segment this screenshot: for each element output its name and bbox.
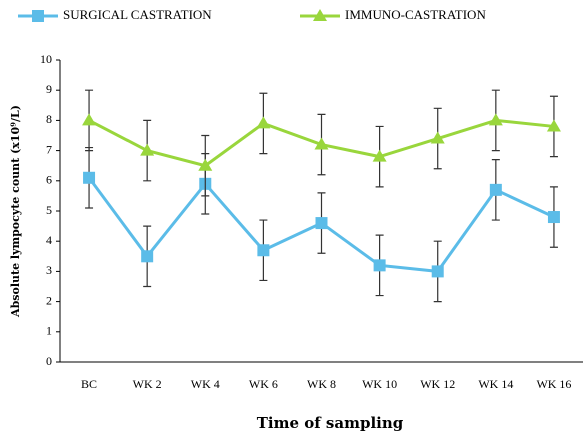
legend-label: SURGICAL CASTRATION: [63, 7, 212, 22]
point: [431, 265, 444, 278]
point: [140, 143, 155, 156]
y-tick-label: 1: [46, 324, 52, 338]
point: [141, 250, 154, 263]
y-tick-label: 8: [46, 112, 52, 126]
point: [83, 171, 96, 184]
y-tick-label: 3: [46, 263, 52, 277]
y-tick-label: 10: [40, 52, 52, 66]
point: [315, 217, 328, 230]
y-tick-label: 9: [46, 82, 52, 96]
x-tick-label: WK 14: [478, 377, 513, 391]
point: [373, 259, 386, 272]
x-tick-label: WK 2: [133, 377, 162, 391]
point: [314, 137, 329, 150]
point: [489, 183, 502, 196]
point: [488, 113, 503, 126]
legend-label: IMMUNO-CASTRATION: [345, 7, 486, 22]
y-tick-label: 6: [46, 173, 52, 187]
y-tick-label: 5: [46, 203, 52, 217]
x-tick-label: WK 12: [420, 377, 455, 391]
x-tick-label: WK 16: [536, 377, 571, 391]
x-axis-title: Time of sampling: [257, 414, 404, 432]
point: [372, 149, 387, 162]
x-tick-label: WK 6: [249, 377, 278, 391]
point: [430, 131, 445, 144]
y-tick-label: 2: [46, 293, 52, 307]
point: [82, 113, 97, 126]
point: [547, 211, 560, 224]
point: [256, 116, 271, 129]
y-tick-label: 4: [46, 233, 52, 247]
x-tick-label: WK 8: [307, 377, 336, 391]
y-tick-label: 0: [46, 354, 52, 368]
y-tick-label: 7: [46, 142, 52, 156]
legend-marker: [313, 9, 327, 21]
legend-marker: [32, 10, 44, 22]
point: [546, 119, 561, 132]
point: [198, 158, 213, 171]
x-tick-label: WK 4: [191, 377, 220, 391]
x-tick-label: BC: [81, 377, 97, 391]
y-axis-title: Absolute lympocyte count (x10⁹/L): [9, 105, 22, 318]
x-tick-label: WK 10: [362, 377, 397, 391]
point: [257, 244, 270, 257]
